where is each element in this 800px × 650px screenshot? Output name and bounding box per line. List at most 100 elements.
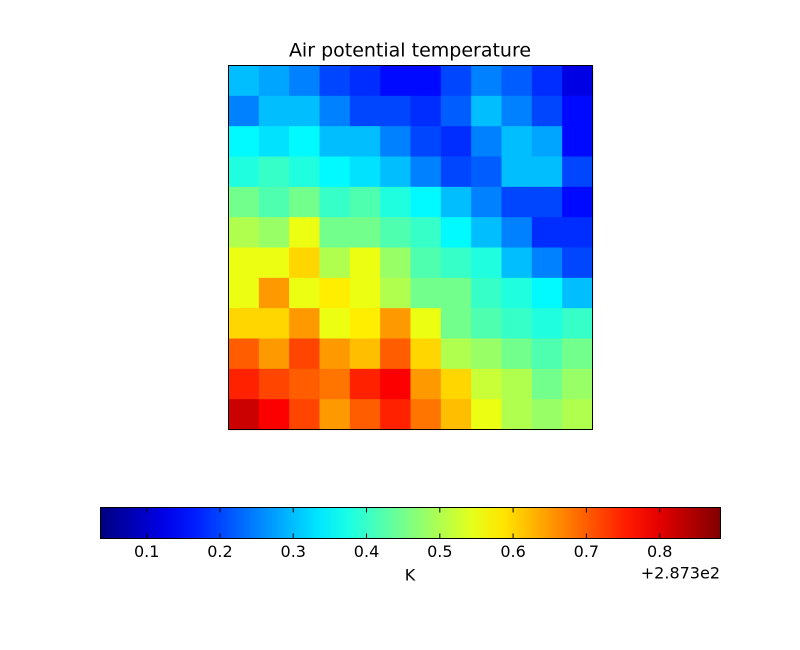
heatmap-cell <box>228 126 260 158</box>
heatmap-cell <box>440 217 472 249</box>
heatmap-cell <box>380 217 412 249</box>
colorbar-tick-label: 0.2 <box>207 542 232 561</box>
heatmap-cell <box>471 399 503 431</box>
heatmap-cell <box>349 156 381 188</box>
heatmap-cell <box>501 277 533 309</box>
heatmap-cell <box>349 277 381 309</box>
heatmap-cell <box>289 95 321 127</box>
heatmap-cell <box>410 277 442 309</box>
heatmap-cell <box>349 95 381 127</box>
heatmap-cell <box>319 95 351 127</box>
heatmap-cell <box>349 126 381 158</box>
heatmap-cell <box>289 156 321 188</box>
heatmap-cell <box>289 126 321 158</box>
heatmap-cell <box>471 308 503 340</box>
heatmap-cell <box>349 338 381 370</box>
heatmap-cell <box>471 186 503 218</box>
heatmap-cell <box>228 217 260 249</box>
heatmap-cell <box>289 338 321 370</box>
heatmap-cell <box>562 126 594 158</box>
heatmap-cell <box>319 247 351 279</box>
heatmap-cell <box>562 399 594 431</box>
heatmap-cell <box>228 156 260 188</box>
heatmap-cell <box>258 156 290 188</box>
heatmap-cell <box>228 308 260 340</box>
heatmap-cell <box>258 126 290 158</box>
heatmap-cell <box>258 277 290 309</box>
heatmap-cell <box>562 217 594 249</box>
heatmap-cell <box>531 338 563 370</box>
heatmap-cell <box>258 338 290 370</box>
colorbar-tick-label: 0.1 <box>134 542 159 561</box>
heatmap-cell <box>349 65 381 97</box>
plot-frame <box>228 65 593 430</box>
heatmap-cell <box>228 95 260 127</box>
heatmap-cell <box>258 247 290 279</box>
heatmap-cell <box>501 95 533 127</box>
heatmap-cell <box>258 399 290 431</box>
heatmap-cell <box>410 308 442 340</box>
heatmap-cell <box>440 65 472 97</box>
heatmap-cell <box>380 338 412 370</box>
heatmap-cell <box>228 399 260 431</box>
heatmap-cell <box>562 247 594 279</box>
heatmap-cell <box>349 308 381 340</box>
colorbar-tick-label: 0.5 <box>427 542 452 561</box>
heatmap-cell <box>531 277 563 309</box>
heatmap-cell <box>440 95 472 127</box>
heatmap-cell <box>440 126 472 158</box>
colorbar-tick-label: 0.6 <box>500 542 525 561</box>
heatmap-cell <box>410 126 442 158</box>
heatmap-cell <box>349 217 381 249</box>
heatmap-cell <box>410 338 442 370</box>
heatmap-cell <box>319 217 351 249</box>
heatmap-cell <box>562 95 594 127</box>
colorbar <box>100 507 721 539</box>
heatmap-cell <box>410 247 442 279</box>
heatmap-cell <box>319 277 351 309</box>
colorbar-label: K <box>405 566 416 585</box>
offset-text: +2.873e2 <box>641 564 720 583</box>
heatmap-cell <box>380 95 412 127</box>
heatmap-cell <box>319 126 351 158</box>
heatmap-cell <box>289 368 321 400</box>
heatmap-cell <box>410 399 442 431</box>
heatmap-cell <box>380 247 412 279</box>
heatmap-cell <box>501 156 533 188</box>
heatmap-cell <box>531 399 563 431</box>
heatmap-cell <box>228 338 260 370</box>
heatmap-cell <box>289 247 321 279</box>
heatmap-cell <box>562 277 594 309</box>
heatmap-cell <box>410 186 442 218</box>
heatmap-cell <box>562 338 594 370</box>
heatmap-cell <box>440 399 472 431</box>
heatmap-cell <box>501 338 533 370</box>
heatmap-cell <box>380 308 412 340</box>
heatmap-cell <box>349 399 381 431</box>
heatmap-cell <box>289 277 321 309</box>
heatmap-cell <box>258 95 290 127</box>
heatmap-cell <box>258 368 290 400</box>
heatmap-cell <box>471 277 503 309</box>
heatmap-cell <box>471 95 503 127</box>
heatmap-cell <box>531 65 563 97</box>
heatmap-cell <box>501 308 533 340</box>
heatmap-cell <box>471 156 503 188</box>
heatmap-cell <box>410 217 442 249</box>
heatmap-cell <box>471 247 503 279</box>
colorbar-tick-label: 0.7 <box>574 542 599 561</box>
heatmap-cell <box>440 368 472 400</box>
heatmap-cell <box>380 368 412 400</box>
chart-title: Air potential temperature <box>289 40 531 62</box>
heatmap-cell <box>562 156 594 188</box>
heatmap-cell <box>531 368 563 400</box>
heatmap-cell <box>440 186 472 218</box>
heatmap-cell <box>319 156 351 188</box>
heatmap-cell <box>258 65 290 97</box>
heatmap-cell <box>410 65 442 97</box>
heatmap-cell <box>380 186 412 218</box>
heatmap-cell <box>410 95 442 127</box>
colorbar-tick-label: 0.3 <box>281 542 306 561</box>
heatmap-cell <box>501 399 533 431</box>
